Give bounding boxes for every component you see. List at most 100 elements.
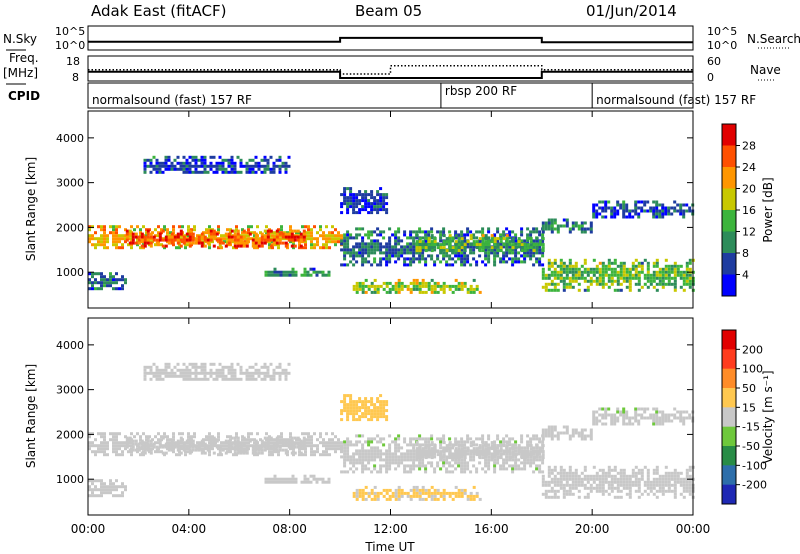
power-echo-cell	[235, 246, 238, 250]
power-echo-cell	[364, 290, 368, 294]
power-echo-cell	[475, 243, 479, 247]
velocity-echo-cell	[412, 467, 416, 471]
power-echo-cell	[230, 238, 234, 242]
power-echo-cell	[299, 235, 303, 239]
velocity-echo-cell	[451, 491, 455, 495]
power-echo-cell	[658, 276, 662, 280]
velocity-echo-cell	[610, 413, 614, 417]
power-echo-cell	[173, 158, 177, 162]
velocity-echo-cell	[188, 439, 192, 443]
velocity-echo-cell	[463, 440, 467, 444]
velocity-echo-cell	[358, 434, 362, 438]
power-echo-cell	[203, 167, 207, 171]
velocity-echo-cell	[152, 374, 156, 378]
velocity-echo-cell	[200, 439, 204, 443]
velocity-echo-cell	[158, 368, 162, 372]
power-echo-cell	[622, 200, 626, 204]
power-colorbar-swatch	[722, 124, 736, 146]
power-echo-cell	[208, 234, 211, 238]
velocity-echo-cell	[88, 494, 91, 498]
velocity-echo-cell	[652, 483, 656, 487]
velocity-echo-cell	[215, 377, 219, 381]
power-echo-cell	[172, 243, 175, 247]
power-echo-cell	[203, 158, 207, 162]
velocity-echo-cell	[382, 464, 386, 468]
power-echo-cell	[649, 206, 653, 210]
power-echo-cell	[200, 170, 204, 174]
velocity-echo-cell	[448, 461, 452, 465]
velocity-echo-cell	[394, 488, 398, 492]
power-echo-cell	[523, 243, 527, 247]
velocity-echo-cell	[457, 491, 461, 495]
power-echo-cell	[361, 208, 365, 212]
velocity-echo-cell	[212, 436, 216, 440]
velocity-echo-cell	[535, 446, 539, 450]
power-echo-cell	[547, 267, 551, 271]
velocity-echo-cell	[290, 445, 294, 449]
velocity-echo-cell	[157, 450, 160, 454]
power-echo-cell	[433, 245, 437, 249]
velocity-echo-cell	[679, 477, 683, 481]
power-echo-cell	[127, 243, 130, 247]
velocity-echo-cell	[197, 371, 201, 375]
power-echo-cell	[355, 242, 359, 246]
velocity-echo-cell	[553, 434, 557, 438]
velocity-echo-cell	[649, 489, 653, 493]
velocity-echo-cell	[628, 419, 632, 423]
power-echo-cell	[233, 167, 237, 171]
power-echo-cell	[418, 230, 422, 234]
power-echo-cell	[310, 234, 313, 238]
power-echo-cell	[227, 161, 231, 165]
velocity-echo-cell	[541, 444, 545, 448]
velocity-colorbar-swatch	[722, 388, 736, 408]
velocity-echo-cell	[257, 448, 261, 452]
velocity-echo-cell	[421, 447, 425, 451]
power-echo-cell	[535, 251, 539, 255]
power-echo-cell	[158, 167, 162, 171]
power-echo-cell	[97, 225, 100, 229]
velocity-echo-cell	[385, 470, 389, 474]
velocity-echo-cell	[499, 453, 503, 457]
power-echo-cell	[118, 287, 121, 291]
power-echo-cell	[562, 282, 566, 286]
power-echo-cell	[565, 218, 569, 222]
power-echo-cell	[220, 234, 223, 238]
velocity-echo-cell	[155, 377, 159, 381]
velocity-echo-cell	[421, 464, 425, 468]
power-echo-cell	[140, 235, 144, 239]
power-echo-cell	[181, 240, 184, 244]
velocity-echo-cell	[529, 444, 533, 448]
velocity-echo-cell	[278, 439, 282, 443]
velocity-echo-cell	[340, 455, 344, 459]
velocity-echo-cell	[250, 444, 253, 448]
power-echo-cell	[682, 282, 686, 286]
power-echo-cell	[589, 227, 593, 231]
velocity-colorbar-frame	[721, 329, 737, 505]
velocity-echo-cell	[442, 458, 446, 462]
velocity-echo-cell	[97, 444, 100, 448]
power-echo-cell	[577, 227, 581, 231]
power-echo-cell	[364, 193, 368, 197]
velocity-echo-cell	[430, 485, 434, 489]
power-echo-cell	[379, 187, 383, 191]
velocity-echo-cell	[121, 494, 124, 498]
power-echo-cell	[286, 237, 289, 241]
velocity-echo-cell	[200, 377, 204, 381]
velocity-echo-cell	[574, 431, 578, 435]
power-echo-cell	[382, 257, 386, 261]
velocity-echo-cell	[631, 471, 635, 475]
power-echo-cell	[637, 273, 641, 277]
velocity-echo-cell	[278, 445, 282, 449]
velocity-echo-cell	[379, 403, 383, 407]
power-echo-cell	[267, 273, 271, 277]
power-echo-cell	[185, 232, 189, 236]
power-echo-cell	[284, 232, 288, 236]
power-echo-cell	[592, 267, 596, 271]
velocity-echo-cell	[463, 467, 467, 471]
power-echo-cell	[655, 282, 659, 286]
power-echo-cell	[215, 238, 219, 242]
velocity-echo-cell	[281, 442, 285, 446]
power-echo-cell	[505, 248, 509, 252]
power-echo-cell	[646, 276, 650, 280]
